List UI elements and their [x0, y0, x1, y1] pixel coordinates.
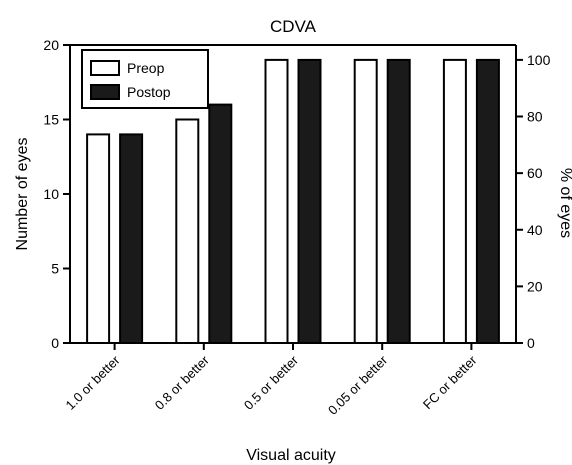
y-tick-label-5: 5	[51, 261, 59, 277]
bar-postop-0-8-or-better	[208, 103, 233, 344]
legend-swatch-postop	[90, 84, 120, 100]
x-tick-label-1-0-or-better: 1.0 or better	[63, 352, 124, 413]
y2-tick-label-60: 60	[527, 165, 543, 181]
y2-tick-label-40: 40	[527, 222, 543, 238]
legend: Preop Postop	[81, 49, 209, 109]
bar-preop-fc-or-better	[442, 58, 467, 345]
x-tick-label-fc-or-better: FC or better	[420, 352, 480, 412]
bar-postop-0-05-or-better	[386, 58, 411, 345]
y2-tick-label-80: 80	[527, 109, 543, 125]
bar-postop-1-0-or-better	[119, 133, 144, 344]
x-tick-label-0-5-or-better: 0.5 or better	[241, 352, 302, 413]
legend-label-preop: Preop	[127, 60, 165, 76]
x-tick-label-0-8-or-better: 0.8 or better	[152, 352, 213, 413]
bar-postop-fc-or-better	[475, 58, 500, 345]
bar-postop-0-5-or-better	[297, 58, 322, 345]
bar-preop-0-8-or-better	[175, 118, 200, 344]
legend-label-postop: Postop	[127, 84, 171, 100]
y-tick-label-0: 0	[51, 335, 59, 351]
y-axis-title: Number of eyes	[14, 138, 31, 251]
chart-title: CDVA	[270, 17, 317, 36]
x-tick-label-0-05-or-better: 0.05 or better	[325, 352, 391, 418]
bar-preop-0-05-or-better	[353, 58, 378, 345]
legend-swatch-preop	[90, 60, 120, 76]
y2-tick-label-20: 20	[527, 278, 543, 294]
y2-axis-title: % of eyes	[557, 168, 572, 238]
x-axis-title: Visual acuity	[246, 447, 336, 464]
bar-preop-1-0-or-better	[86, 133, 111, 344]
bars-group	[86, 58, 500, 345]
y-tick-label-20: 20	[43, 37, 59, 53]
y-tick-label-10: 10	[43, 186, 59, 202]
y2-tick-label-0: 0	[527, 335, 535, 351]
legend-box	[81, 49, 209, 109]
y-tick-label-15: 15	[43, 112, 59, 128]
bar-preop-0-5-or-better	[264, 58, 289, 345]
y2-tick-label-100: 100	[527, 52, 551, 68]
